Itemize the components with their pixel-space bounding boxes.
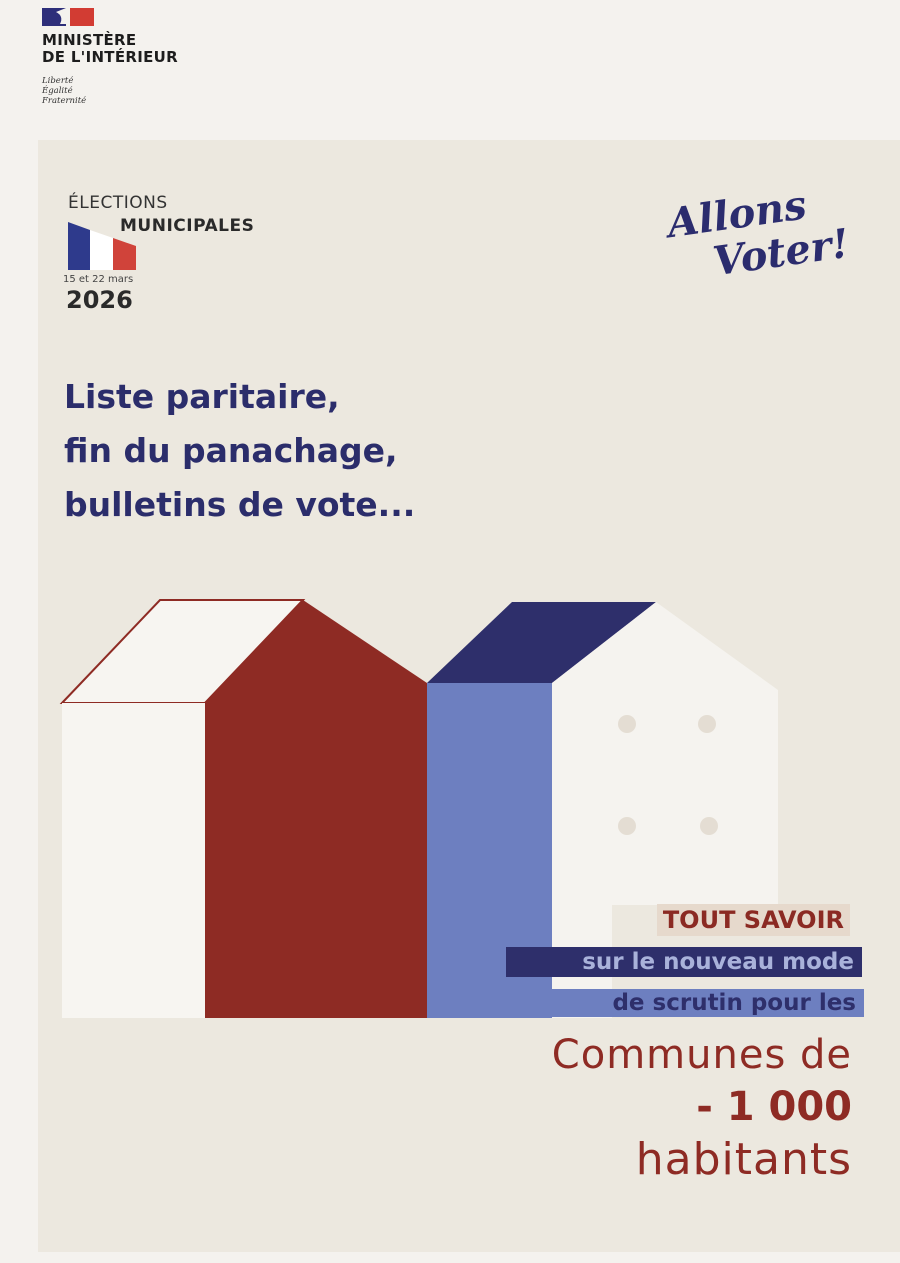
navy-roof [427,602,656,683]
ministry-line1: MINISTÈRE [42,31,137,49]
white-house-wall [62,703,205,1018]
white-house-right [552,602,778,905]
callout-communes: Communes de [551,1032,852,1078]
window-dot [700,817,718,835]
ministry-motto: Liberté Égalité Fraternité [42,76,86,106]
headline-line: fin du panachage, [64,431,398,470]
headline-line: bulletins de vote... [64,485,416,524]
callout-tout-savoir: TOUT SAVOIR [656,904,850,936]
ministry-line2: DE L'INTÉRIEUR [42,48,178,66]
callout-population: - 1 000 [696,1084,852,1130]
motto-egalite: Égalité [42,86,73,96]
red-house [205,600,427,1018]
motto-fraternite: Fraternité [42,96,87,106]
election-year: 2026 [66,286,133,314]
window-dot [618,817,636,835]
window-dot [698,715,716,733]
headline: Liste paritaire, fin du panachage, bulle… [64,370,415,532]
callout-nouveau-mode: sur le nouveau mode [506,947,862,977]
callout-habitants: habitants [635,1134,852,1185]
french-flag-icon [68,222,136,270]
callout-scrutin: de scrutin pour les [543,989,864,1017]
election-dates: 15 et 22 mars [63,274,134,285]
motto-liberte: Liberté [42,76,74,86]
window-dot [618,715,636,733]
headline-line: Liste paritaire, [64,377,340,416]
ministry-name: MINISTÈRE DE L'INTÉRIEUR [42,32,178,66]
municipales-label: MUNICIPALES [120,216,255,236]
elections-label: ÉLECTIONS [68,193,168,213]
marianne-logo-icon [42,8,94,26]
